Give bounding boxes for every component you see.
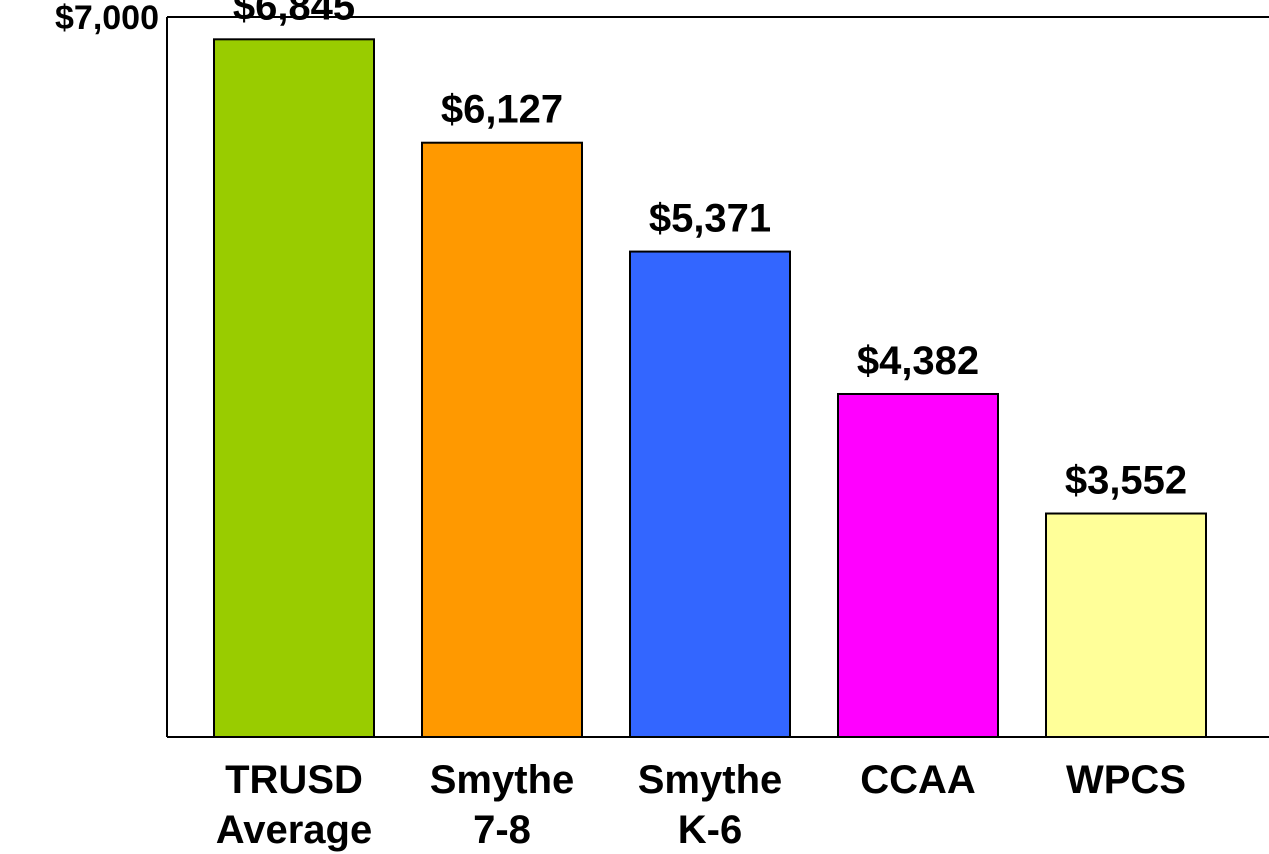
x-category-label: K-6 <box>678 808 742 852</box>
bar-value-label: $5,371 <box>649 197 771 241</box>
bar <box>213 38 375 738</box>
x-category-label: 7-8 <box>473 808 531 852</box>
plot-area: $7,000 $6,845 TRUSD Average $6,127 Smythe 7-8 $… <box>55 0 1269 852</box>
y-tick-label: $7,000 <box>55 0 159 37</box>
bar <box>837 392 999 738</box>
bar-value-label: $4,382 <box>857 339 979 383</box>
bar-value-label: $6,127 <box>441 88 563 132</box>
x-category-label: WPCS <box>1066 758 1186 802</box>
x-category-label: Smythe <box>638 758 783 802</box>
bar-value-label: $3,552 <box>1065 459 1187 503</box>
bar <box>1045 512 1207 739</box>
bar <box>421 141 583 739</box>
x-category-label: Smythe <box>430 758 575 802</box>
x-category-label: Average <box>216 808 372 852</box>
x-category-label: TRUSD <box>225 758 363 802</box>
x-category-label: CCAA <box>860 758 976 802</box>
bar-value-label: $6,845 <box>233 0 355 28</box>
bar <box>629 250 791 739</box>
